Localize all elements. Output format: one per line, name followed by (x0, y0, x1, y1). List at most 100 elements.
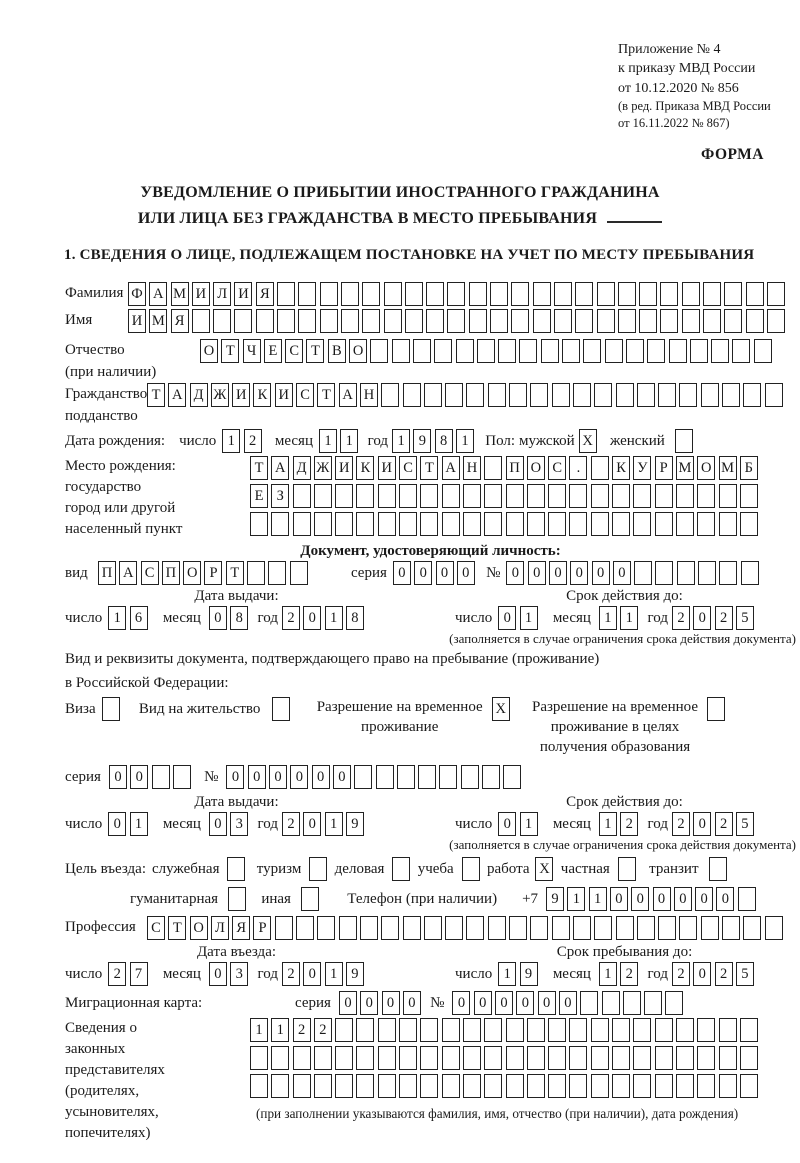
char-box[interactable] (487, 383, 506, 407)
char-box[interactable]: 1 (318, 429, 337, 453)
char-box[interactable]: 0 (303, 606, 322, 630)
char-box[interactable]: . (569, 456, 588, 480)
char-box[interactable] (271, 512, 290, 536)
char-box[interactable] (426, 282, 445, 306)
char-box[interactable] (719, 561, 738, 585)
char-box[interactable] (697, 1074, 716, 1098)
char-box[interactable] (509, 383, 528, 407)
char-box[interactable]: 0 (549, 561, 567, 585)
char-box[interactable]: М (675, 456, 694, 480)
char-box[interactable]: 0 (208, 606, 227, 630)
char-box[interactable]: Н (359, 383, 378, 407)
char-box[interactable]: 0 (693, 962, 712, 986)
char-box[interactable]: И (377, 456, 396, 480)
char-box[interactable]: 1 (129, 812, 148, 836)
char-box[interactable]: 2 (672, 962, 690, 986)
char-box[interactable] (617, 309, 636, 333)
char-box[interactable] (505, 484, 524, 508)
char-box[interactable] (313, 1074, 332, 1098)
char-box[interactable] (370, 339, 389, 363)
char-box[interactable] (377, 512, 396, 536)
char-box[interactable]: 0 (516, 991, 535, 1015)
char-box[interactable] (718, 1046, 737, 1070)
char-box[interactable]: 0 (527, 561, 546, 585)
char-box[interactable]: 0 (290, 765, 309, 789)
char-box[interactable]: 9 (345, 962, 364, 986)
char-box[interactable] (335, 1046, 354, 1070)
purpose-humanitarian-checkbox[interactable] (228, 887, 247, 911)
char-box[interactable] (590, 1074, 609, 1098)
char-box[interactable] (490, 282, 509, 306)
char-box[interactable] (505, 1046, 524, 1070)
char-box[interactable]: 0 (695, 887, 714, 911)
char-box[interactable]: 0 (652, 887, 671, 911)
char-box[interactable] (596, 309, 615, 333)
char-box[interactable] (548, 1046, 567, 1070)
char-box[interactable] (402, 916, 421, 940)
char-box[interactable] (718, 1018, 737, 1042)
char-box[interactable]: 8 (434, 429, 453, 453)
char-box[interactable] (356, 512, 375, 536)
visa-checkbox[interactable] (101, 697, 120, 721)
char-box[interactable] (247, 561, 266, 585)
char-box[interactable] (439, 765, 458, 789)
char-box[interactable] (151, 765, 170, 789)
char-box[interactable]: 2 (714, 962, 733, 986)
char-box[interactable] (441, 484, 460, 508)
char-box[interactable]: О (183, 561, 202, 585)
char-box[interactable] (356, 1046, 375, 1070)
char-box[interactable] (700, 916, 719, 940)
char-box[interactable] (484, 456, 503, 480)
char-box[interactable] (722, 383, 741, 407)
char-box[interactable]: 0 (452, 991, 471, 1015)
char-box[interactable] (335, 484, 354, 508)
char-box[interactable] (654, 484, 673, 508)
char-box[interactable] (277, 309, 296, 333)
char-box[interactable] (601, 991, 620, 1015)
char-box[interactable]: Ж (210, 383, 229, 407)
char-box[interactable] (697, 1018, 716, 1042)
char-box[interactable]: О (697, 456, 716, 480)
char-box[interactable] (658, 383, 677, 407)
char-box[interactable] (718, 512, 737, 536)
char-box[interactable]: 1 (588, 887, 607, 911)
char-box[interactable]: 0 (226, 765, 245, 789)
char-box[interactable] (172, 765, 191, 789)
char-box[interactable] (511, 282, 530, 306)
char-box[interactable]: А (149, 282, 168, 306)
char-box[interactable]: Л (213, 282, 232, 306)
char-box[interactable] (335, 1018, 354, 1042)
char-box[interactable] (703, 282, 722, 306)
char-box[interactable]: 9 (519, 962, 538, 986)
char-box[interactable]: 0 (591, 561, 610, 585)
char-box[interactable]: 0 (108, 812, 127, 836)
char-box[interactable] (356, 1074, 375, 1098)
char-box[interactable] (596, 282, 615, 306)
char-box[interactable]: 0 (208, 962, 227, 986)
char-box[interactable] (622, 991, 641, 1015)
char-box[interactable] (675, 1018, 694, 1042)
char-box[interactable]: 1 (455, 429, 474, 453)
char-box[interactable] (569, 1074, 588, 1098)
char-box[interactable]: У (633, 456, 652, 480)
char-box[interactable]: 6 (129, 606, 148, 630)
char-box[interactable] (668, 339, 687, 363)
char-box[interactable] (526, 1074, 545, 1098)
char-box[interactable] (700, 383, 719, 407)
char-box[interactable]: К (356, 456, 375, 480)
char-box[interactable]: 1 (222, 429, 241, 453)
char-box[interactable]: 0 (537, 991, 556, 1015)
char-box[interactable] (484, 1046, 503, 1070)
char-box[interactable] (644, 991, 663, 1015)
char-box[interactable]: Р (654, 456, 673, 480)
char-box[interactable]: К (612, 456, 631, 480)
char-box[interactable]: 2 (243, 429, 262, 453)
char-box[interactable]: О (189, 916, 208, 940)
char-box[interactable] (532, 309, 551, 333)
char-box[interactable]: С (147, 916, 165, 940)
char-box[interactable]: 0 (693, 606, 712, 630)
char-box[interactable] (698, 561, 717, 585)
char-box[interactable]: И (128, 309, 146, 333)
char-box[interactable] (737, 887, 756, 911)
char-box[interactable] (313, 484, 332, 508)
